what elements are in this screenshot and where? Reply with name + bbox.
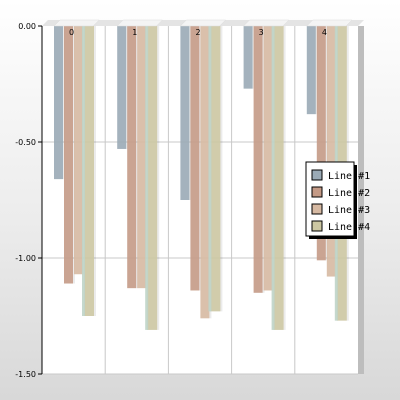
bar	[243, 26, 253, 89]
bar-accent	[271, 26, 275, 330]
bar	[273, 26, 284, 330]
x-tick-label: 1	[132, 28, 137, 37]
category-tab	[242, 19, 290, 27]
x-tick-label: 4	[322, 28, 327, 37]
legend-swatch	[311, 186, 323, 198]
bar-accent	[82, 26, 85, 316]
plot-area	[42, 26, 358, 374]
bar	[84, 26, 94, 316]
category-tab	[306, 19, 353, 27]
bar	[127, 26, 137, 289]
bar	[200, 26, 210, 319]
legend-label: Line #3	[328, 205, 370, 216]
bar	[137, 26, 147, 289]
bar-accent	[145, 26, 149, 330]
bar	[263, 26, 273, 291]
bar	[326, 26, 336, 277]
legend-label: Line #2	[328, 188, 370, 199]
x-tick-label: 0	[69, 28, 74, 37]
bar	[210, 26, 221, 312]
legend-swatch	[311, 203, 323, 215]
legend-label: Line #1	[328, 171, 370, 182]
y-tick-label: -0.50	[15, 138, 36, 147]
bar-accent	[208, 26, 212, 312]
bar	[74, 26, 83, 275]
y-tick-label: 0.00	[18, 22, 36, 31]
bar	[190, 26, 200, 291]
category-tab	[116, 19, 164, 27]
x-tick-label: 3	[259, 28, 264, 37]
bar-side	[220, 26, 223, 312]
y-tick-label: -1.50	[15, 370, 36, 379]
legend-swatch	[311, 169, 323, 181]
y-tick-label: -1.00	[15, 254, 36, 263]
plot-right-shadow	[358, 26, 364, 374]
category-tab	[53, 19, 100, 27]
bar	[117, 26, 127, 149]
bar-side	[283, 26, 286, 330]
bar	[147, 26, 158, 330]
bar	[180, 26, 190, 200]
legend-swatch	[311, 220, 323, 232]
x-tick-label: 2	[195, 28, 200, 37]
bar	[316, 26, 326, 261]
bar	[64, 26, 73, 284]
bar	[54, 26, 63, 180]
bar-side	[94, 26, 96, 316]
bar	[253, 26, 263, 293]
legend-label: Line #4	[328, 222, 370, 233]
category-tab	[179, 19, 227, 27]
bar-side	[157, 26, 160, 330]
bar	[306, 26, 316, 115]
